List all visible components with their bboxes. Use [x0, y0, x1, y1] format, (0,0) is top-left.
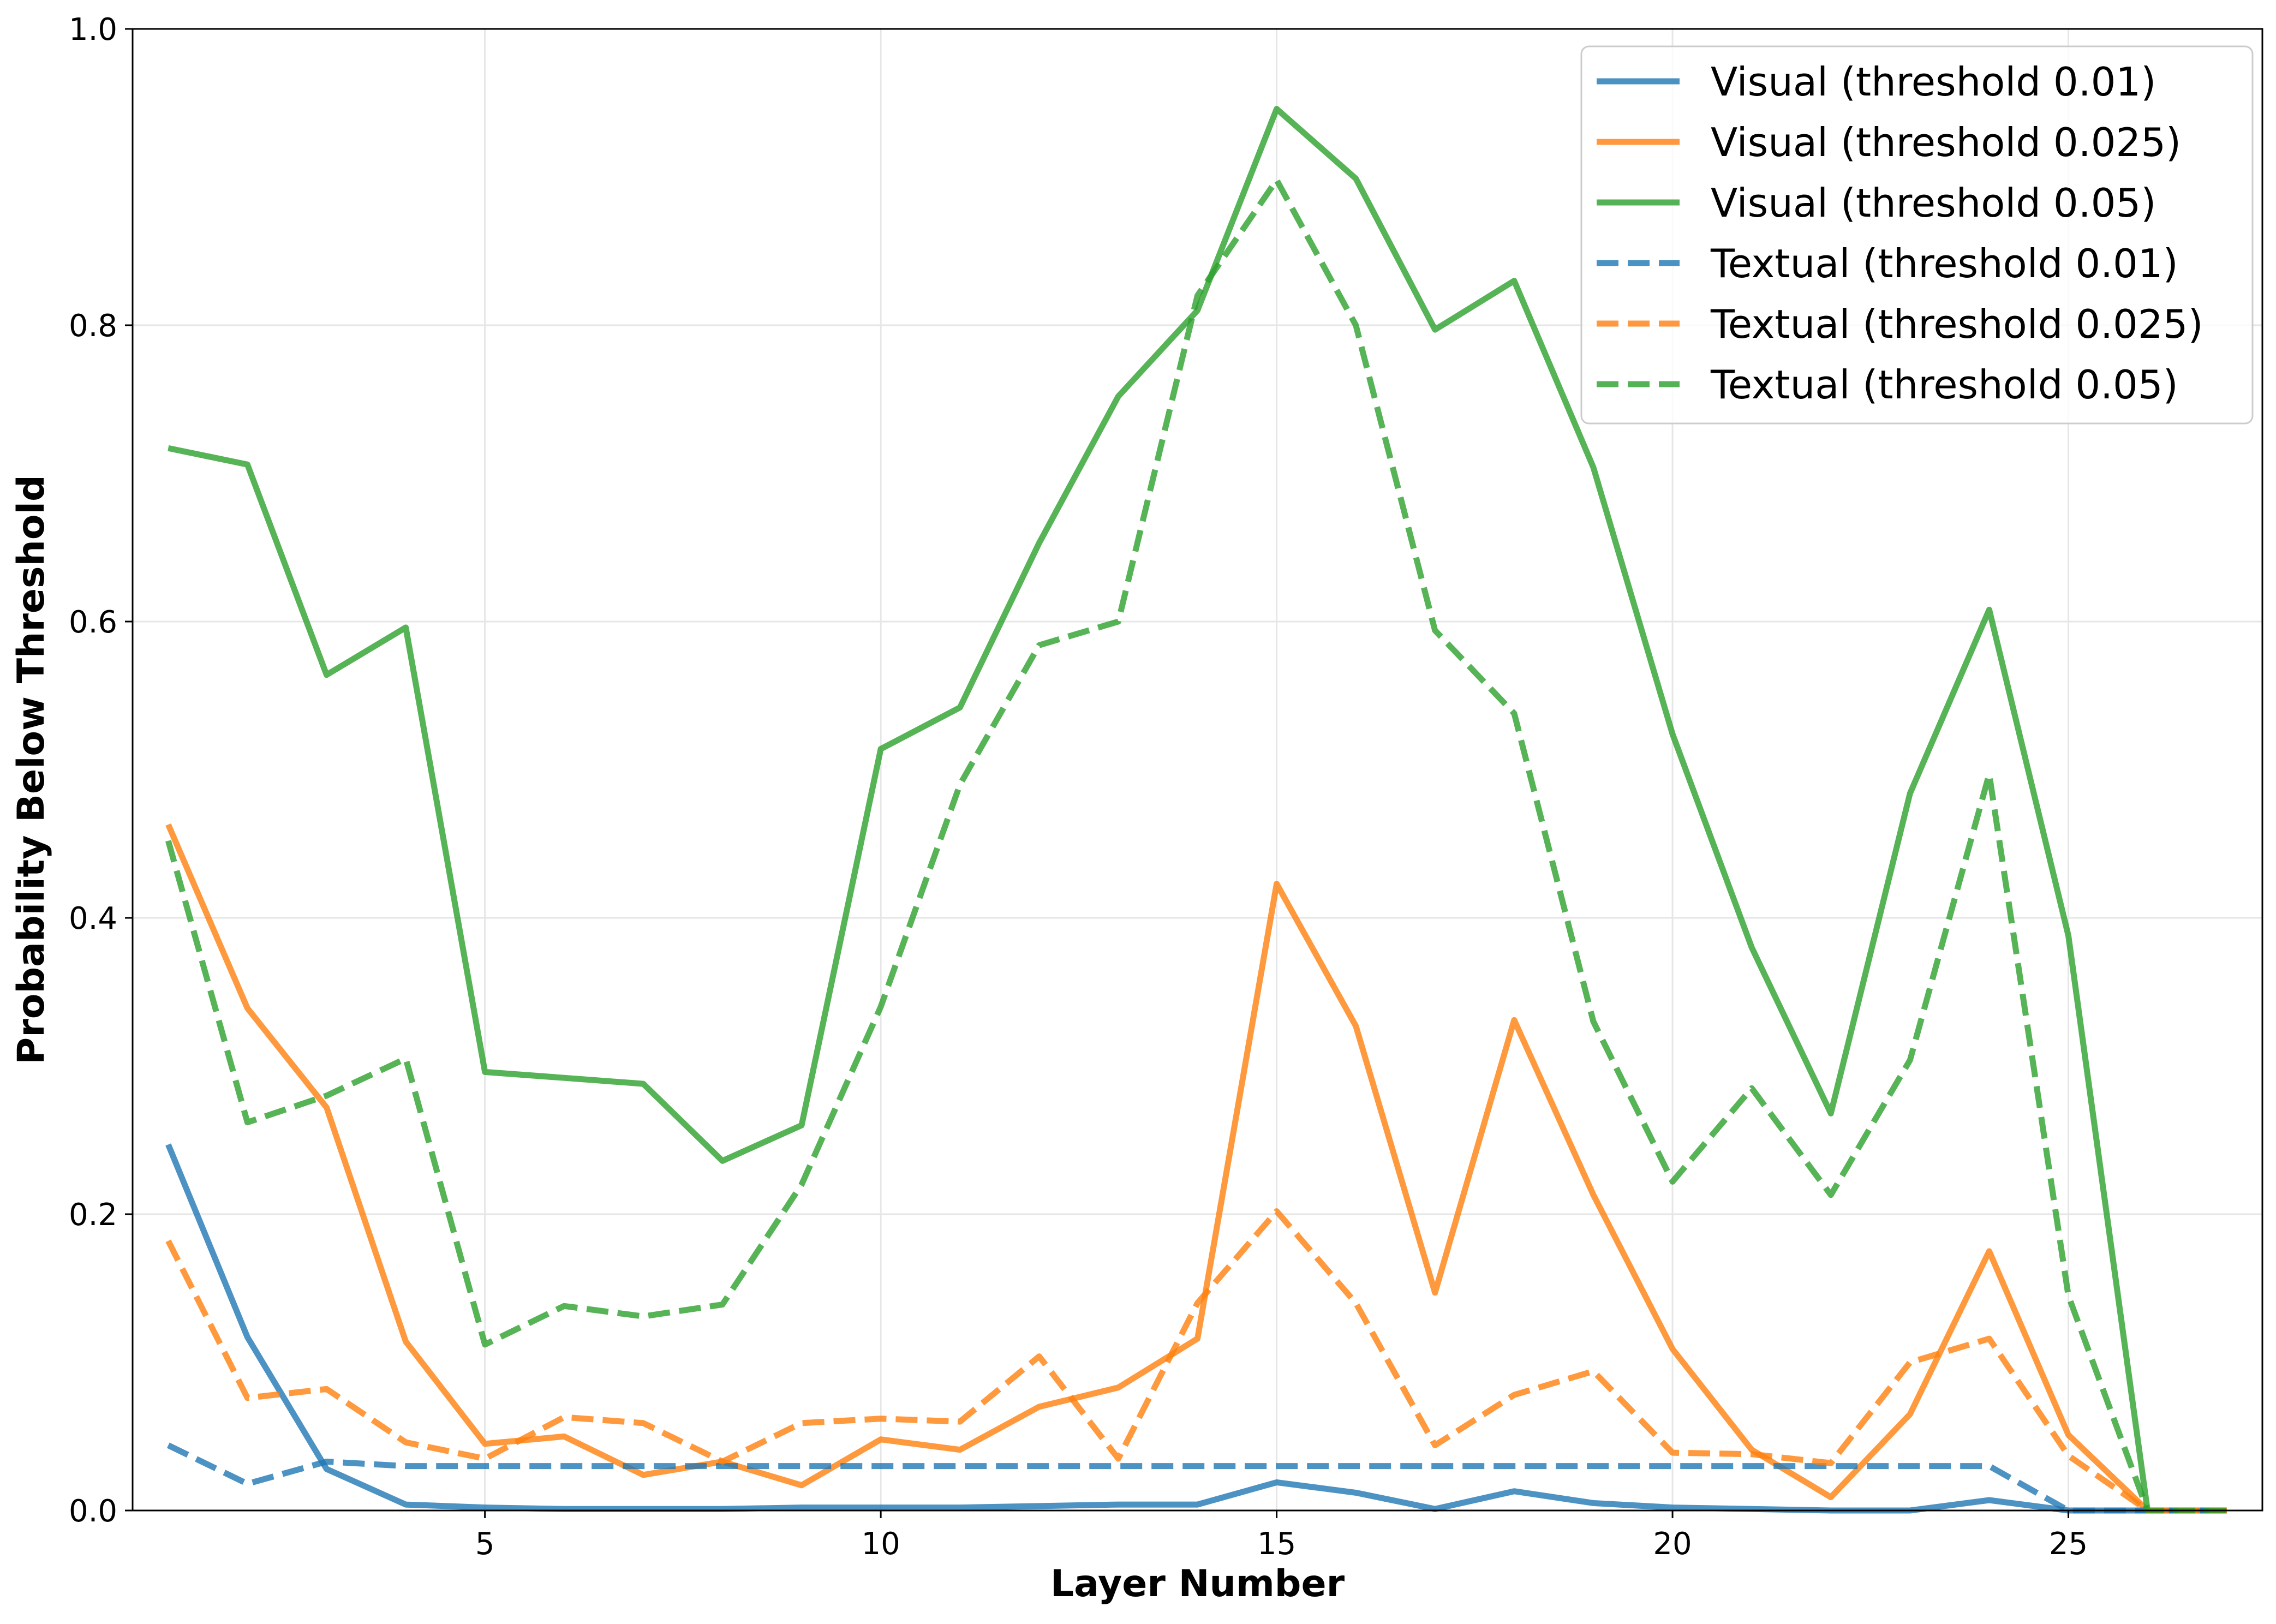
- y-tick-label: 1.0: [69, 12, 117, 47]
- x-tick-label: 25: [2049, 1526, 2088, 1562]
- plot-frame: [132, 28, 2263, 1512]
- x-tick-label: 10: [861, 1526, 900, 1562]
- legend-label-6: Textual (threshold 0.05): [1710, 362, 2178, 408]
- x-axis-label: Layer Number: [1050, 1562, 1345, 1605]
- legend-frame: [1580, 45, 2254, 425]
- series-line-2: [165, 823, 2227, 1514]
- legend-label-3: Visual (threshold 0.05): [1711, 180, 2156, 226]
- axis-ticks: 5 10 15 20 25 0.0 0.2 0.4 0.6 0.8 1.0: [69, 12, 2088, 1562]
- y-tick-label: 0.8: [69, 308, 117, 344]
- legend-label-2: Visual (threshold 0.025): [1711, 120, 2181, 165]
- series-line-5: [165, 1208, 2227, 1514]
- x-tick-label: 5: [475, 1526, 495, 1562]
- series-line-3: [168, 106, 2227, 1514]
- x-tick-label: 15: [1257, 1526, 1296, 1562]
- series-line-4: [166, 1442, 2227, 1514]
- x-tick-label: 20: [1653, 1526, 1692, 1562]
- legend-label-5: Textual (threshold 0.025): [1710, 301, 2203, 347]
- legend-label-4: Textual (threshold 0.01): [1710, 241, 2178, 286]
- y-axis-label: Probability Below Threshold: [10, 475, 53, 1064]
- y-tick-label: 0.2: [69, 1197, 117, 1233]
- y-tick-label: 0.0: [69, 1494, 117, 1529]
- series-line-6: [165, 177, 2227, 1514]
- y-tick-label: 0.6: [69, 605, 117, 640]
- legend: Visual (threshold 0.01) Visual (threshold…: [1580, 45, 2254, 425]
- y-tick-label: 0.4: [69, 901, 117, 936]
- legend-label-1: Visual (threshold 0.01): [1711, 59, 2156, 105]
